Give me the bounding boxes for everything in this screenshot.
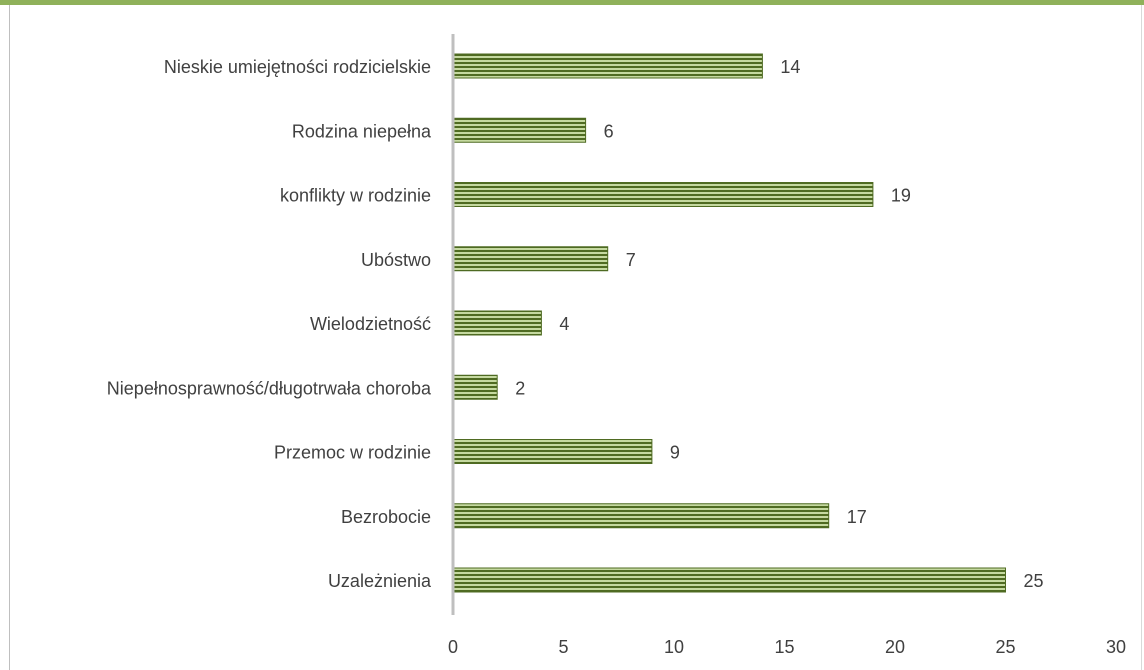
bar bbox=[452, 374, 498, 400]
bar bbox=[452, 503, 830, 529]
bar bbox=[452, 117, 587, 143]
category-labels-group: Nieskie umiejętności rodzicielskie Rodzin… bbox=[107, 57, 432, 591]
x-tick-label: 15 bbox=[774, 637, 794, 657]
bar bbox=[452, 246, 609, 272]
category-label: Rodzina niepełna bbox=[292, 121, 432, 141]
bar bbox=[452, 310, 542, 336]
bar bbox=[452, 567, 1006, 593]
data-label: 4 bbox=[559, 314, 569, 334]
bars-group bbox=[452, 53, 1006, 593]
category-label: Ubóstwo bbox=[361, 250, 431, 270]
x-tick-label: 30 bbox=[1106, 637, 1126, 657]
category-label: Przemoc w rodzinie bbox=[274, 443, 431, 463]
bar bbox=[452, 53, 763, 79]
category-label: Wielodzietność bbox=[310, 314, 431, 334]
frame-right-border bbox=[1141, 5, 1142, 670]
x-tick-labels-group: 0 5 10 15 20 25 30 bbox=[448, 637, 1126, 657]
x-tick-label: 25 bbox=[995, 637, 1015, 657]
category-label: konflikty w rodzinie bbox=[280, 186, 431, 206]
x-tick-label: 5 bbox=[558, 637, 568, 657]
bar bbox=[452, 182, 874, 207]
data-label: 6 bbox=[604, 121, 614, 141]
data-label: 2 bbox=[515, 378, 525, 398]
frame-left-border bbox=[9, 5, 10, 670]
data-label: 7 bbox=[626, 250, 636, 270]
data-label: 14 bbox=[780, 57, 800, 77]
x-tick-label: 10 bbox=[664, 637, 684, 657]
category-label: Bezrobocie bbox=[341, 507, 431, 527]
category-label: Niepełnosprawność/długotrwała choroba bbox=[107, 378, 432, 398]
top-accent-band bbox=[0, 0, 1144, 5]
category-label: Uzależnienia bbox=[328, 571, 432, 591]
data-label: 25 bbox=[1024, 571, 1044, 591]
data-label: 17 bbox=[847, 507, 867, 527]
category-label: Nieskie umiejętności rodzicielskie bbox=[164, 57, 431, 77]
data-label: 19 bbox=[891, 186, 911, 206]
x-tick-label: 20 bbox=[885, 637, 905, 657]
data-label: 9 bbox=[670, 443, 680, 463]
data-labels-group: 14 6 19 7 4 2 9 17 25 bbox=[515, 57, 1043, 591]
bar bbox=[452, 439, 653, 464]
x-tick-label: 0 bbox=[448, 637, 458, 657]
